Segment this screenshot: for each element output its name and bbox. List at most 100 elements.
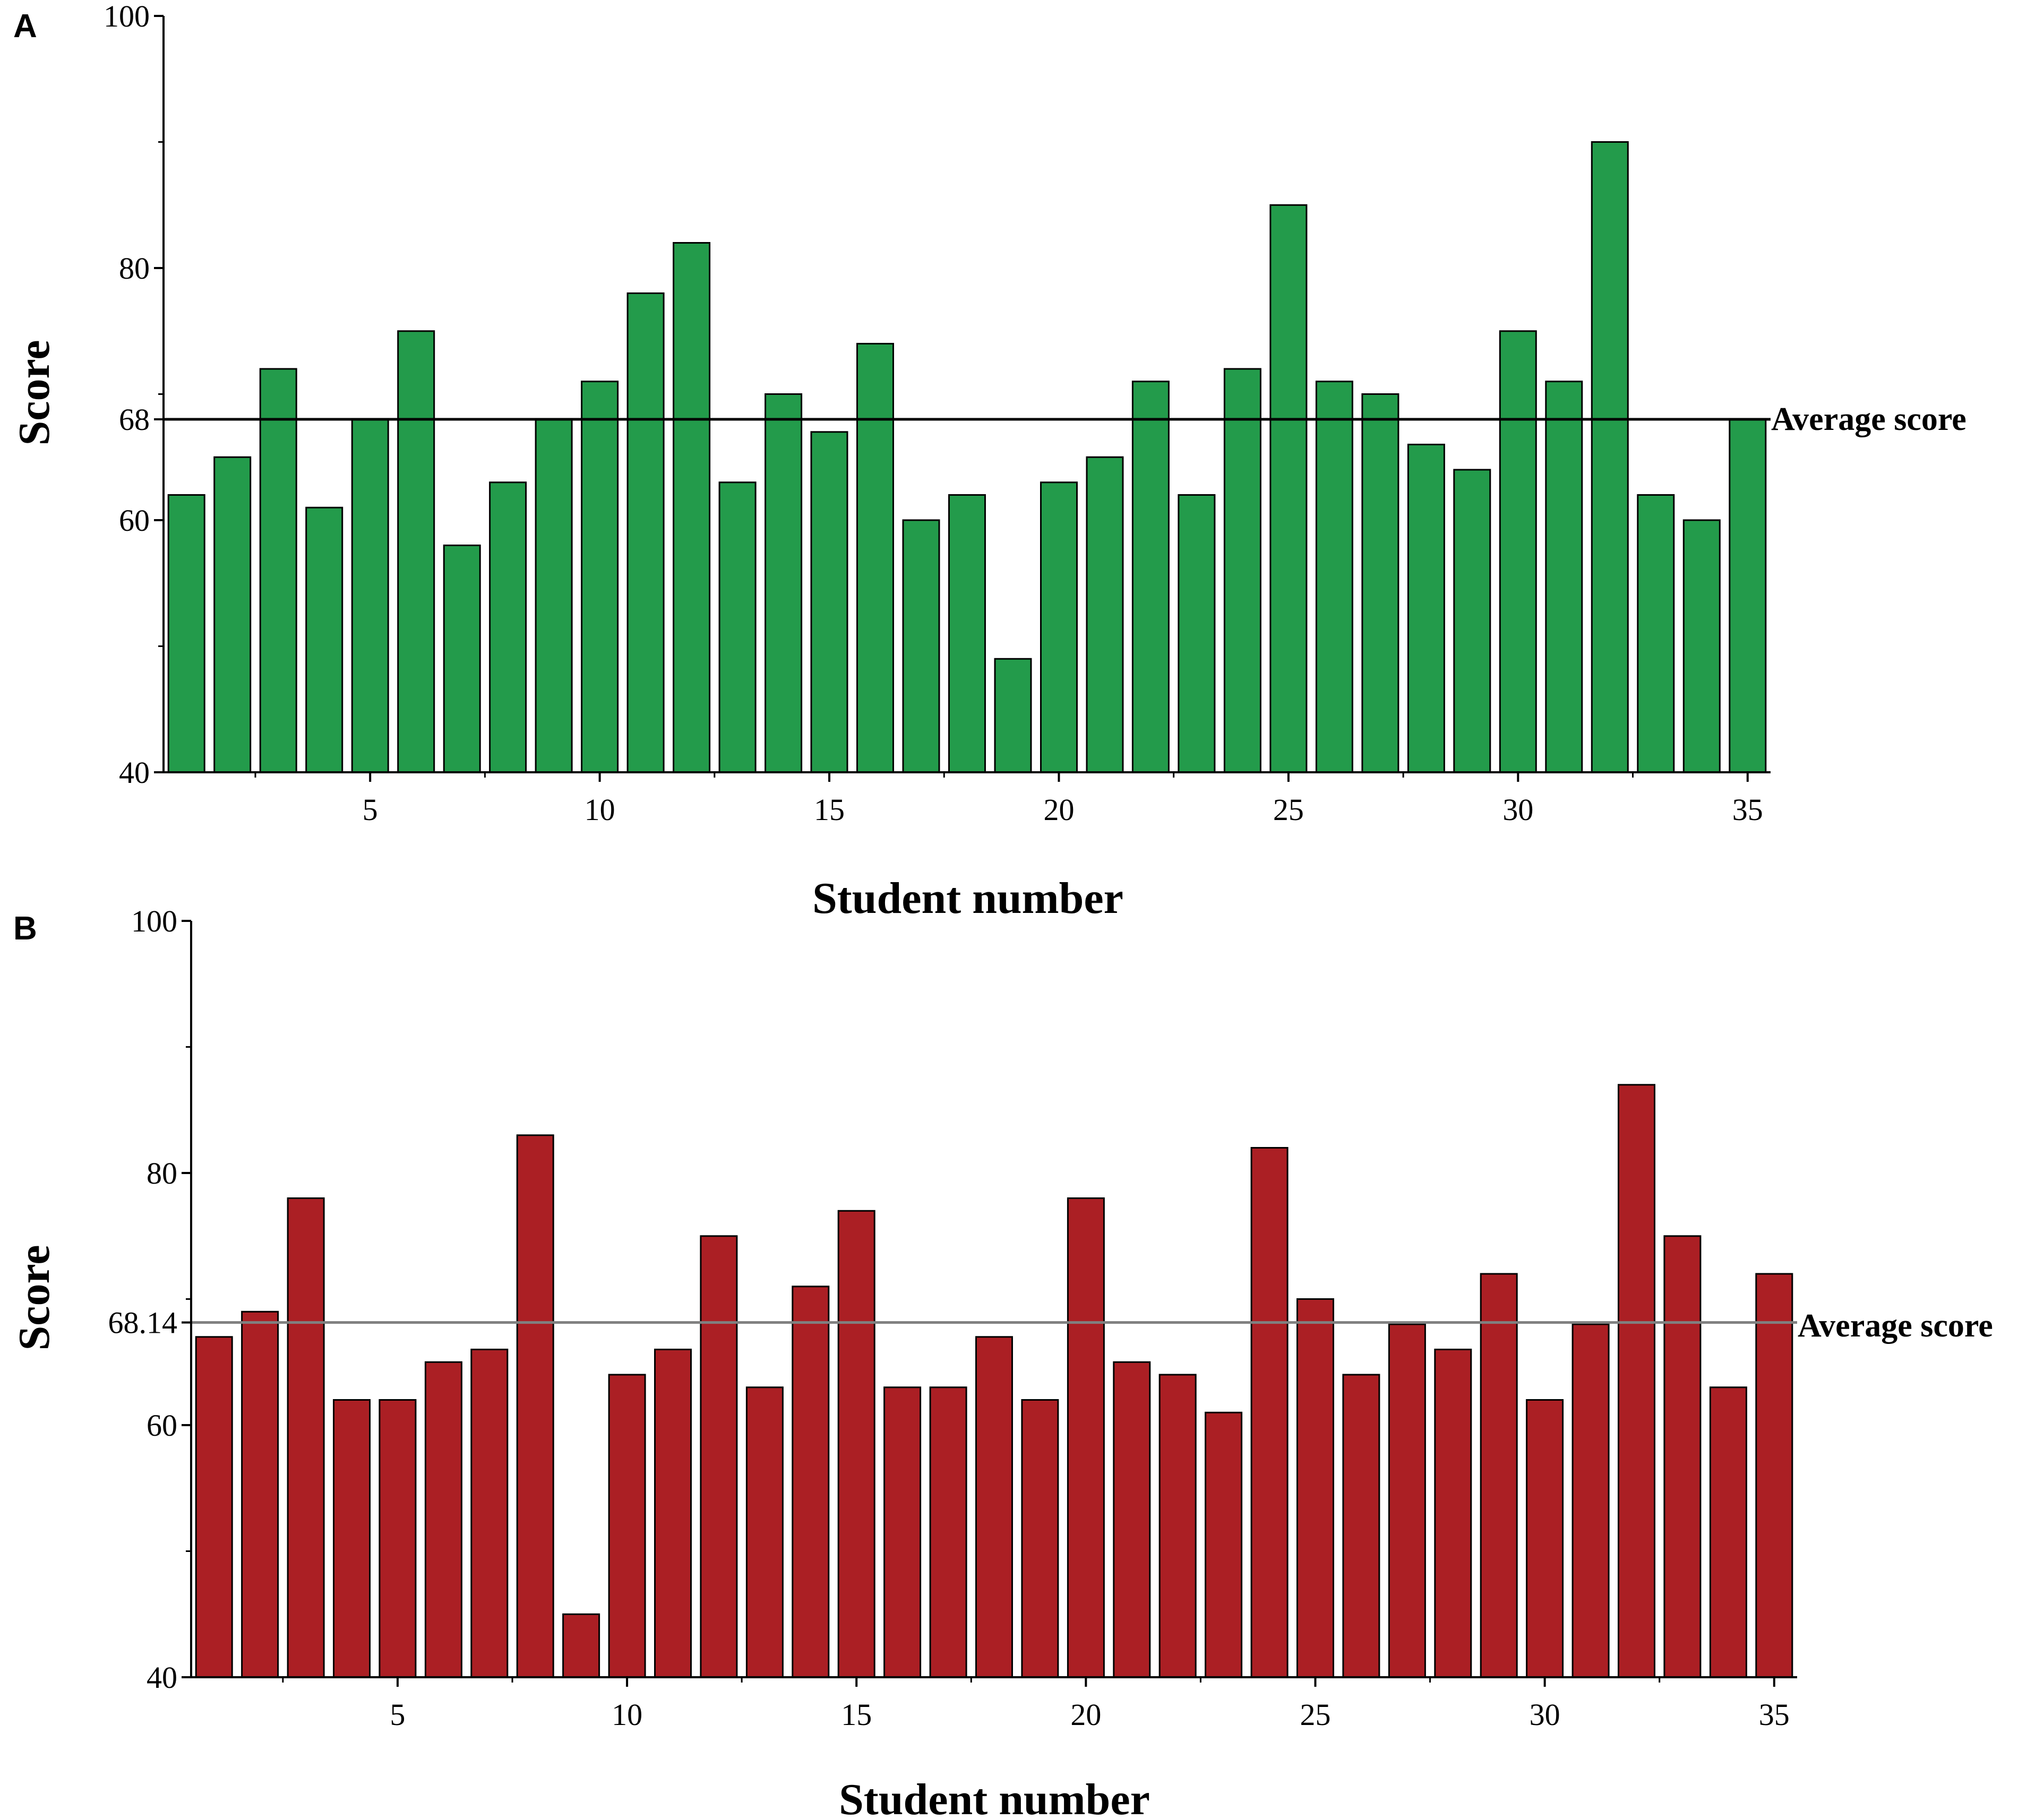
panel-a-bar-12 <box>673 242 711 773</box>
panel-b-y-tick-label: 80 <box>147 1156 177 1191</box>
panel-a-y-tick-label: 40 <box>119 755 150 790</box>
panel-b-bar-23 <box>1205 1411 1243 1678</box>
panel-a-bar-24 <box>1223 368 1261 773</box>
panel-a-bar-3 <box>259 368 297 773</box>
panel-a-x-tick-label: 10 <box>585 792 615 827</box>
panel-a-y-tick-label: 80 <box>119 251 150 286</box>
panel-b-bar-12 <box>700 1235 738 1678</box>
panel-b-x-tick-label: 15 <box>841 1697 872 1732</box>
panel-b-ylabel: Score <box>10 1245 59 1350</box>
panel-b-plot: 40 60 68.14 80 100 5 10 15 20 25 30 35 <box>108 904 1797 1732</box>
panel-a-bar-29 <box>1453 469 1491 773</box>
panel-a-bar-5 <box>351 418 389 773</box>
panel-a-bar-34 <box>1682 519 1721 773</box>
panel-b-x-tick-label: 5 <box>390 1697 405 1732</box>
panel-b-y-tick-label: 40 <box>147 1660 177 1695</box>
panel-a-bar-30 <box>1499 330 1537 773</box>
panel-a-bar-26 <box>1315 381 1353 773</box>
panel-b-average-label: Average score <box>1798 1308 1993 1344</box>
panel-b-bar-2 <box>241 1310 279 1678</box>
panel-a-bar-23 <box>1178 494 1216 773</box>
panel-b-bar-10 <box>608 1374 646 1678</box>
panel-b-bar-7 <box>470 1349 509 1678</box>
panel-a-bar-31 <box>1545 381 1583 773</box>
panel-b-bar-22 <box>1158 1374 1197 1678</box>
panel-a-x-tick-label: 25 <box>1273 792 1304 827</box>
panel-b-bar-4 <box>333 1399 371 1678</box>
panel-b-bar-25 <box>1296 1298 1334 1678</box>
panel-b-bar-29 <box>1480 1273 1518 1678</box>
panel-a-bar-6 <box>397 330 435 773</box>
panel-b-bar-1 <box>195 1336 233 1678</box>
panel-a-x-tick-label: 20 <box>1043 792 1074 827</box>
panel-a-bar-14 <box>765 393 803 773</box>
panel-b-bar-26 <box>1342 1374 1380 1678</box>
panel-a-bar-27 <box>1361 393 1399 773</box>
panel-a-bar-17 <box>902 519 940 773</box>
panel-a-bar-22 <box>1131 381 1170 773</box>
panel-b-bar-34 <box>1709 1386 1747 1678</box>
panel-b-bar-15 <box>837 1210 875 1678</box>
panel-a-ylabel: Score <box>10 340 59 445</box>
panel-a-bar-15 <box>810 431 848 773</box>
panel-b-y-tick-label: 100 <box>131 904 177 938</box>
panel-a-bar-21 <box>1086 456 1124 773</box>
panel-a-average-label: Average score <box>1771 401 1966 437</box>
panel-a-bar-8 <box>489 481 527 773</box>
panel-b-bar-21 <box>1113 1361 1151 1678</box>
panel-a-bar-9 <box>535 418 573 773</box>
panel-a-xlabel: Student number <box>812 874 1123 923</box>
panel-b-bar-32 <box>1618 1084 1655 1678</box>
panel-b-bar-9 <box>562 1613 600 1678</box>
panel-a-bar-19 <box>994 658 1032 773</box>
panel-b-bar-35 <box>1755 1273 1793 1678</box>
panel-a-bar-1 <box>167 494 205 773</box>
panel-b-x-tick-label: 25 <box>1300 1697 1331 1732</box>
panel-b-letter: B <box>13 910 37 947</box>
panel-b-bar-18 <box>975 1336 1013 1678</box>
panel-b-x-tick-label: 20 <box>1070 1697 1101 1732</box>
panel-b-x-tick-label: 30 <box>1530 1697 1560 1732</box>
panel-b-bar-6 <box>424 1361 462 1678</box>
panel-b-bar-16 <box>883 1386 922 1678</box>
panel-a-bar-28 <box>1407 444 1445 773</box>
panel-b-bar-19 <box>1021 1399 1059 1678</box>
panel-b-bar-24 <box>1250 1147 1289 1678</box>
panel-b-bar-31 <box>1571 1323 1610 1678</box>
panel-b-bar-17 <box>929 1386 967 1678</box>
panel-a-bar-2 <box>213 456 252 773</box>
panel-a-y-tick-label: 60 <box>119 503 150 538</box>
panel-a-bar-11 <box>626 292 665 773</box>
panel-b-y-tick-label: 60 <box>147 1408 177 1443</box>
panel-a-bar-16 <box>856 343 894 773</box>
panel-a-bar-7 <box>443 545 481 773</box>
panel-b-bar-27 <box>1388 1323 1426 1678</box>
panel-a-bar-25 <box>1269 204 1308 773</box>
panel-a-plot: 40 60 68 80 100 5 10 15 20 25 30 35 <box>104 0 1771 827</box>
panel-b-bar-3 <box>287 1197 325 1678</box>
panel-b-bar-13 <box>745 1386 784 1678</box>
panel-a-x-tick-label: 5 <box>363 792 378 827</box>
panel-a-x-tick-label: 15 <box>814 792 845 827</box>
panel-b-y-tick-label: 68.14 <box>108 1306 178 1340</box>
panel-b-bar-8 <box>516 1134 554 1678</box>
panel-a-bar-33 <box>1637 494 1675 773</box>
panel-b-bar-33 <box>1663 1235 1702 1678</box>
panel-b-bar-14 <box>792 1286 830 1678</box>
panel-b-bar-28 <box>1434 1349 1472 1678</box>
panel-a-bar-13 <box>718 481 757 773</box>
panel-b-x-tick-label: 10 <box>612 1697 642 1732</box>
panel-b-x-tick-label: 35 <box>1759 1697 1790 1732</box>
panel-a-x-tick-label: 35 <box>1732 792 1763 827</box>
panel-a-y-tick-label: 68 <box>119 402 150 437</box>
panel-a-bar-4 <box>305 506 343 773</box>
panel-a-bar-32 <box>1591 141 1629 773</box>
panel-a-bar-10 <box>581 381 619 773</box>
panel-a-y-tick-label: 100 <box>104 0 150 33</box>
panel-b-bar-30 <box>1526 1399 1564 1678</box>
panel-a-letter: A <box>13 8 37 45</box>
panel-b-bar-11 <box>654 1349 692 1678</box>
panel-b-xlabel: Student number <box>839 1775 1150 1820</box>
panel-a-bar-18 <box>948 494 986 773</box>
